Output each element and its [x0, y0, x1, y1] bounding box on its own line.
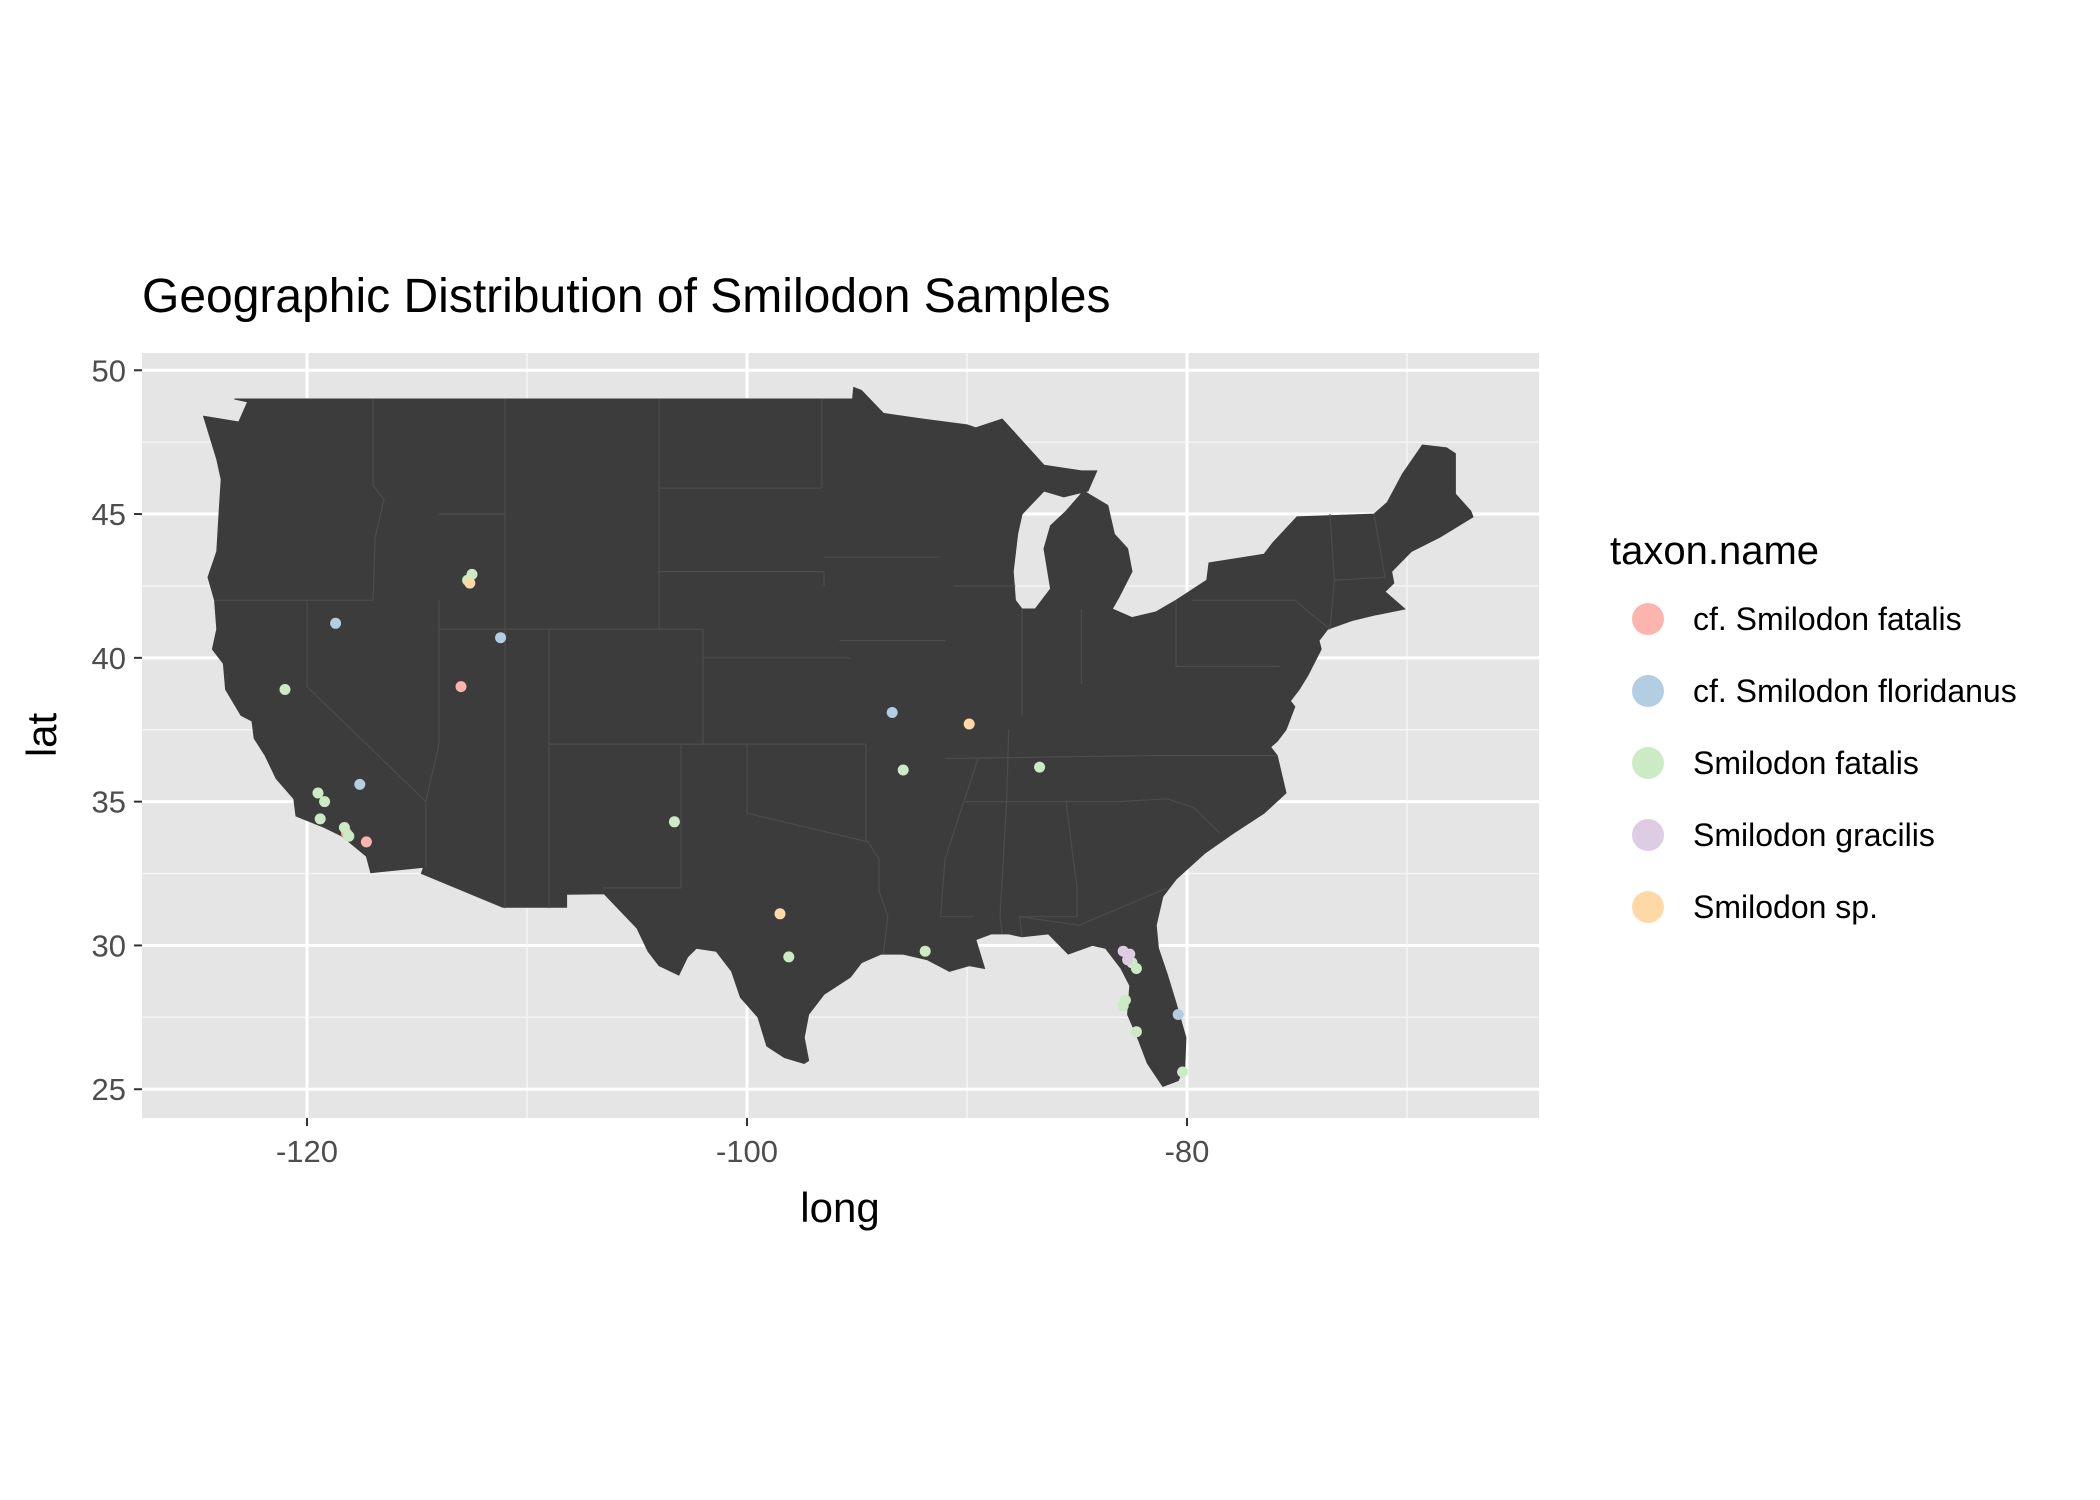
state-boundary — [746, 744, 889, 955]
legend-label: cf. Smilodon floridanus — [1693, 673, 2017, 709]
x-axis: -120 -100 -80 — [276, 1118, 1209, 1169]
data-point — [774, 908, 786, 920]
data-point — [314, 813, 326, 825]
data-point — [319, 796, 331, 808]
legend-label: Smilodon fatalis — [1693, 745, 1919, 781]
y-axis: 25 30 35 40 45 50 — [92, 353, 142, 1107]
data-point — [783, 951, 795, 963]
data-point — [330, 617, 342, 629]
data-point — [1130, 963, 1142, 974]
state-boundary — [999, 729, 1010, 934]
legend-swatch — [1632, 747, 1664, 779]
y-tick-label: 40 — [92, 641, 126, 676]
legend-title: taxon.name — [1610, 529, 1819, 573]
data-point — [1130, 1026, 1142, 1038]
legend-label: cf. Smilodon fatalis — [1693, 601, 1962, 637]
state-boundary — [944, 755, 1278, 760]
y-tick-label: 45 — [92, 497, 126, 532]
data-point — [1122, 954, 1134, 966]
legend-label: Smilodon gracilis — [1693, 817, 1935, 853]
sample-points — [279, 568, 1189, 1078]
chart-title: Geographic Distribution of Smilodon Samp… — [142, 270, 1110, 323]
state-boundary — [1019, 801, 1078, 937]
state-boundary — [659, 571, 825, 586]
data-point — [360, 836, 372, 848]
x-tick-label: -80 — [1165, 1134, 1210, 1169]
data-point — [338, 822, 350, 833]
legend-label: Smilodon sp. — [1693, 889, 1878, 925]
y-tick-label: 25 — [92, 1072, 126, 1107]
data-point — [279, 684, 291, 695]
data-point — [312, 787, 324, 799]
state-boundary — [964, 798, 1221, 834]
y-tick-label: 50 — [92, 353, 126, 388]
state-boundary — [306, 600, 427, 803]
data-point — [1172, 1009, 1184, 1020]
us-map-outline — [202, 386, 1474, 1088]
x-tick-label: -100 — [716, 1134, 778, 1169]
data-point — [464, 577, 476, 589]
state-boundary — [601, 399, 704, 889]
state-boundaries — [214, 399, 1386, 955]
x-tick-label: -120 — [276, 1134, 338, 1169]
data-point — [919, 945, 931, 957]
data-point — [354, 778, 366, 790]
y-axis-title: lat — [18, 712, 65, 757]
y-tick-label: 30 — [92, 928, 126, 963]
state-boundary — [1175, 600, 1280, 668]
state-boundary — [1334, 513, 1386, 581]
data-point — [668, 816, 680, 828]
state-boundary — [939, 758, 979, 918]
state-boundary — [425, 600, 440, 868]
data-point — [495, 632, 507, 644]
data-point — [1177, 1066, 1189, 1078]
data-point — [343, 830, 355, 842]
data-point — [1034, 761, 1046, 773]
data-point — [1117, 1000, 1129, 1012]
legend-swatch — [1632, 675, 1664, 707]
x-axis-title: long — [800, 1184, 879, 1231]
data-point — [897, 764, 909, 776]
state-boundary — [1191, 599, 1331, 630]
legend-swatch — [1632, 891, 1664, 923]
y-tick-label: 35 — [92, 785, 126, 820]
legend-swatch — [1632, 603, 1664, 635]
legend-swatch — [1632, 819, 1664, 851]
data-point — [455, 681, 467, 693]
state-boundary — [1019, 887, 1168, 926]
data-point — [963, 718, 975, 730]
us-map — [202, 386, 1474, 1088]
legend-items: cf. Smilodon fatalis cf. Smilodon florida… — [1632, 601, 2017, 925]
data-point — [886, 707, 898, 718]
